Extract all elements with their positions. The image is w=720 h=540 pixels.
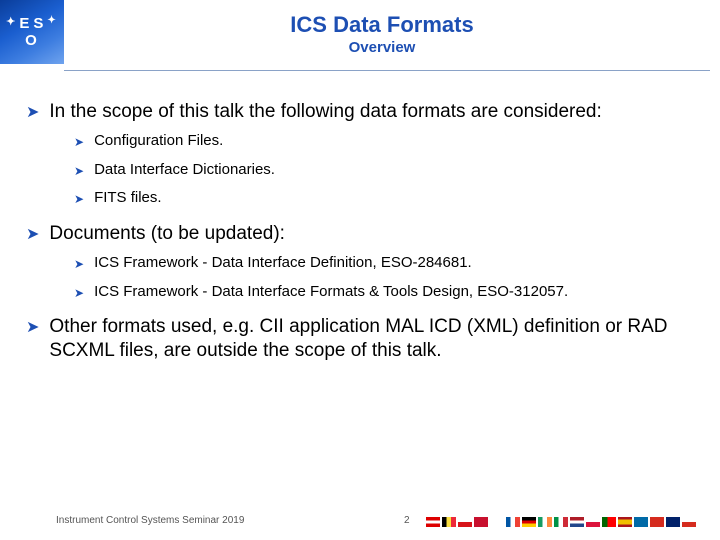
bullet-text: In the scope of this talk the following …	[49, 100, 601, 124]
bullet-text: Other formats used, e.g. CII application…	[49, 315, 702, 363]
flag-icon	[522, 517, 536, 527]
arrow-icon: ➤	[26, 102, 39, 122]
slide-content: ➤ In the scope of this talk the followin…	[26, 100, 702, 377]
flag-icon	[490, 517, 504, 527]
arrow-icon: ➤	[74, 135, 84, 149]
title-area: ICS Data Formats Overview	[64, 12, 700, 56]
flag-strip	[426, 517, 696, 527]
flag-icon	[570, 517, 584, 527]
bullet-text: ICS Framework - Data Interface Definitio…	[94, 254, 472, 273]
page-number: 2	[404, 515, 410, 526]
flag-icon	[602, 517, 616, 527]
arrow-icon: ➤	[74, 164, 84, 178]
star-icon: ✦	[47, 15, 57, 32]
slide: ✦ E S ✦ O ICS Data Formats Overview ➤ In…	[0, 0, 720, 540]
bullet-text: Documents (to be updated):	[49, 222, 285, 246]
bullet-lvl2: ➤ ICS Framework - Data Interface Formats…	[74, 283, 702, 302]
flag-icon	[554, 517, 568, 527]
flag-icon	[474, 517, 488, 527]
logo-letter-o: O	[25, 32, 39, 49]
arrow-icon: ➤	[74, 286, 84, 300]
bullet-lvl1: ➤ Other formats used, e.g. CII applicati…	[26, 315, 702, 363]
flag-icon	[682, 517, 696, 527]
slide-header: ✦ E S ✦ O ICS Data Formats Overview	[0, 0, 720, 78]
bullet-text: ICS Framework - Data Interface Formats &…	[94, 283, 568, 302]
bullet-lvl1: ➤ In the scope of this talk the followin…	[26, 100, 702, 208]
slide-footer: Instrument Control Systems Seminar 2019 …	[0, 506, 720, 530]
slide-subtitle: Overview	[64, 39, 700, 56]
arrow-icon: ➤	[74, 192, 84, 206]
eso-logo-text: ✦ E S ✦ O	[0, 0, 64, 64]
arrow-icon: ➤	[74, 257, 84, 271]
flag-icon	[458, 517, 472, 527]
bullet-text: Data Interface Dictionaries.	[94, 161, 275, 180]
flag-icon	[618, 517, 632, 527]
footer-text: Instrument Control Systems Seminar 2019	[56, 515, 244, 526]
bullet-lvl2: ➤ FITS files.	[74, 189, 702, 208]
bullet-lvl2: ➤ Configuration Files.	[74, 132, 702, 151]
arrow-icon: ➤	[26, 224, 39, 244]
flag-icon	[538, 517, 552, 527]
bullet-lvl2: ➤ Data Interface Dictionaries.	[74, 161, 702, 180]
flag-icon	[442, 517, 456, 527]
flag-icon	[666, 517, 680, 527]
header-divider	[64, 70, 710, 71]
bullet-text: FITS files.	[94, 189, 162, 208]
slide-title: ICS Data Formats	[64, 12, 700, 37]
flag-icon	[506, 517, 520, 527]
flag-icon	[586, 517, 600, 527]
bullet-lvl1: ➤ Documents (to be updated): ➤ ICS Frame…	[26, 222, 702, 301]
logo-letter-s: S	[33, 15, 45, 32]
flag-icon	[634, 517, 648, 527]
flag-icon	[426, 517, 440, 527]
bullet-text: Configuration Files.	[94, 132, 223, 151]
star-icon: ✦	[6, 15, 17, 32]
arrow-icon: ➤	[26, 317, 39, 337]
flag-icon	[650, 517, 664, 527]
bullet-lvl2: ➤ ICS Framework - Data Interface Definit…	[74, 254, 702, 273]
logo-letter-e: E	[19, 15, 31, 32]
